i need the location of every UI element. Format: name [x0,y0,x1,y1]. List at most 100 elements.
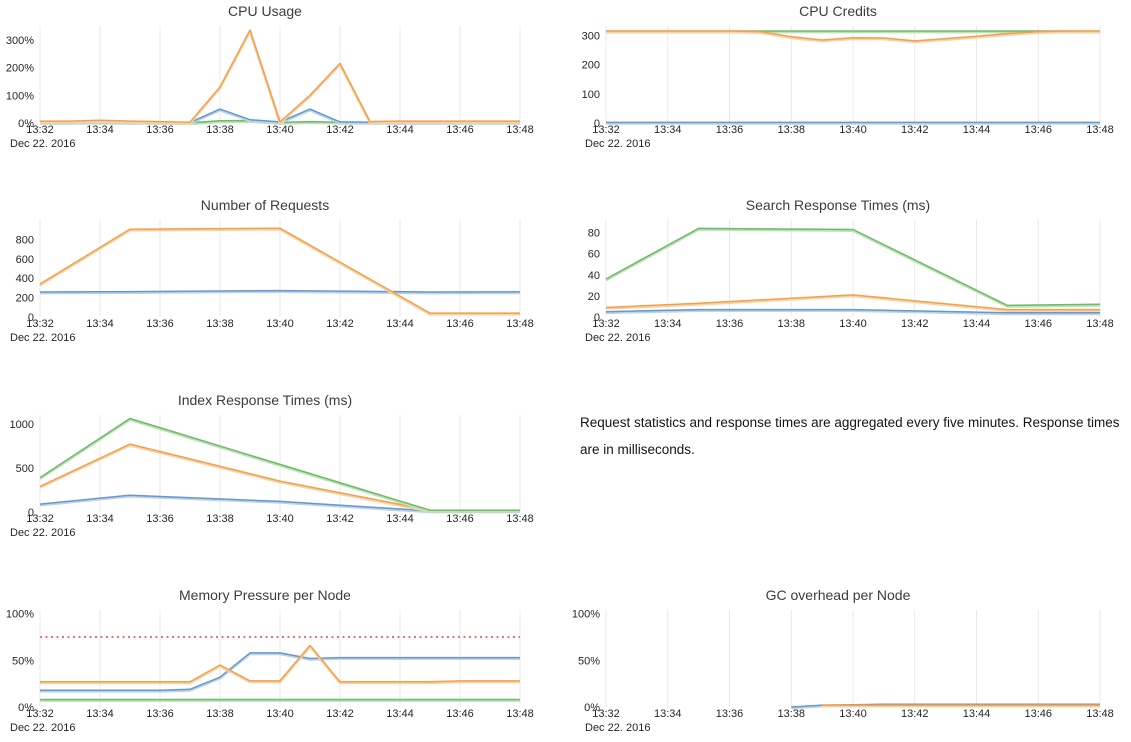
date-label: Dec 22. 2016 [585,332,651,344]
x-tick-label: 13:34 [86,708,114,720]
x-tick-label: 13:48 [1086,318,1114,330]
y-tick-label: 300 [582,30,600,42]
x-tick-label: 13:36 [715,708,744,720]
x-tick-label: 13:46 [1024,318,1053,330]
x-tick-label: 13:36 [715,124,744,136]
date-label: Dec 22. 2016 [585,138,651,150]
chart-title-memory-pressure-per-node: Memory Pressure per Node [179,587,351,603]
chart-plot-search-response-times[interactable]: 0 20 40 60 80 [566,194,1131,344]
series-green-series [39,417,520,513]
x-tick-label: 13:36 [715,318,744,330]
x-tick-label: 13:48 [506,513,534,525]
x-tick-label: 13:40 [839,124,867,136]
series-orange-series [605,294,1100,312]
x-tick-label: 13:40 [266,708,294,720]
chart-plot-gc-overhead-per-node[interactable]: 0% 50% 100% [566,584,1131,734]
x-tick-label: 13:40 [266,513,294,525]
x-tick-label: 13:48 [506,124,534,136]
x-tick-label: 13:44 [386,708,414,720]
y-tick-label: 500 [16,463,34,475]
x-tick-label: 13:34 [653,318,682,330]
chart-panel-gc-overhead-per-node: GC overhead per Node 0% 50% 100% 13:32 13:34 1… [566,584,1131,742]
series-green-series [605,227,1101,308]
y-tick-label: 100% [6,609,34,621]
y-tick-label: 600 [16,254,34,266]
aggregation-note: Request statistics and response times ar… [580,415,1120,457]
chart-panel-cpu-usage: CPU Usage 0% 100% 200% 300% 13:32 13:34 13:36 13… [0,0,565,158]
x-tick-label: 13:34 [86,513,114,525]
x-tick-label: 13:44 [962,708,991,720]
y-tick-label: 100 [582,89,600,101]
y-tick-label: 0 [594,118,600,130]
chart-plot-memory-pressure-per-node[interactable]: 0% 50% 100% [0,584,565,734]
x-tick-label: 13:32 [26,708,54,720]
chart-panel-search-response-times: Search Response Times (ms) 0 20 40 60 80 13:32… [566,194,1131,352]
chart-title-cpu-credits: CPU Credits [799,3,877,19]
series-blue-series [40,652,520,693]
x-tick-label: 13:40 [266,124,294,136]
chart-panel-memory-pressure-per-node: Memory Pressure per Node 0% 50% 100% 13:32 13… [0,584,565,742]
date-label: Dec 22. 2016 [10,332,76,344]
x-tick-label: 13:48 [506,318,534,330]
x-tick-label: 13:40 [839,318,867,330]
x-tick-label: 13:46 [446,708,474,720]
x-tick-label: 13:32 [26,318,54,330]
y-tick-label: 200% [6,63,34,75]
x-tick-label: 13:42 [326,318,354,330]
series-orange-series [40,29,520,125]
x-tick-label: 13:34 [86,124,114,136]
date-label: Dec 22. 2016 [10,138,76,150]
y-tick-label: 20 [588,291,600,303]
y-tick-label: 200 [16,293,34,305]
chart-title-cpu-usage: CPU Usage [228,3,302,19]
x-tick-label: 13:44 [386,318,414,330]
y-tick-label: 800 [16,234,34,246]
x-tick-label: 13:36 [146,513,174,525]
x-tick-label: 13:32 [592,124,620,136]
x-tick-label: 13:32 [592,318,620,330]
chart-plot-index-response-times[interactable]: 0 500 1000 [0,389,565,539]
chart-title-gc-overhead-per-node: GC overhead per Node [765,587,911,603]
y-tick-label: 100% [572,609,600,621]
x-tick-label: 13:42 [900,124,929,136]
series-orange-series [606,30,1100,44]
chart-plot-number-of-requests[interactable]: 0 200 400 600 800 [0,194,565,344]
y-tick-label: 1000 [10,419,34,431]
x-tick-label: 13:42 [900,318,929,330]
series-blue-series [39,289,521,295]
x-tick-label: 13:38 [206,708,234,720]
series-orange-series [822,704,1100,708]
gridlines [605,26,1101,123]
gridlines [39,415,521,512]
x-tick-label: 13:32 [26,124,54,136]
chart-panel-cpu-credits: CPU Credits 0 100 200 300 13:32 13:34 13:36 13:3… [566,0,1131,158]
y-tick-label: 50% [12,655,34,667]
series-orange-series [39,227,520,316]
x-tick-label: 13:36 [146,318,174,330]
chart-plot-cpu-usage[interactable]: 0% 100% 200% 300% [0,0,565,150]
series-blue-series [606,121,1100,125]
y-tick-label: 400 [16,273,34,285]
chart-panel-index-response-times: Index Response Times (ms) 0 500 1000 13:32 13… [0,389,565,547]
y-tick-label: 0% [18,702,34,714]
y-tick-label: 0% [18,118,34,130]
x-tick-label: 13:46 [446,318,474,330]
chart-title-search-response-times: Search Response Times (ms) [745,197,931,213]
x-tick-label: 13:44 [962,124,991,136]
x-tick-label: 13:32 [26,513,54,525]
chart-title-index-response-times: Index Response Times (ms) [177,392,353,408]
y-tick-label: 40 [588,270,600,282]
x-tick-label: 13:42 [326,513,354,525]
chart-plot-cpu-credits[interactable]: 0 100 200 300 [566,0,1131,150]
gridlines [39,26,521,123]
y-tick-label: 200 [582,60,600,72]
y-tick-label: 300% [6,35,34,47]
x-tick-label: 13:48 [1086,708,1114,720]
series-green-series [40,698,520,702]
x-tick-label: 13:38 [777,708,806,720]
x-tick-label: 13:44 [386,513,414,525]
x-tick-label: 13:46 [1024,124,1053,136]
y-tick-label: 0 [594,312,600,324]
x-tick-label: 13:46 [446,124,474,136]
x-tick-label: 13:42 [326,124,354,136]
